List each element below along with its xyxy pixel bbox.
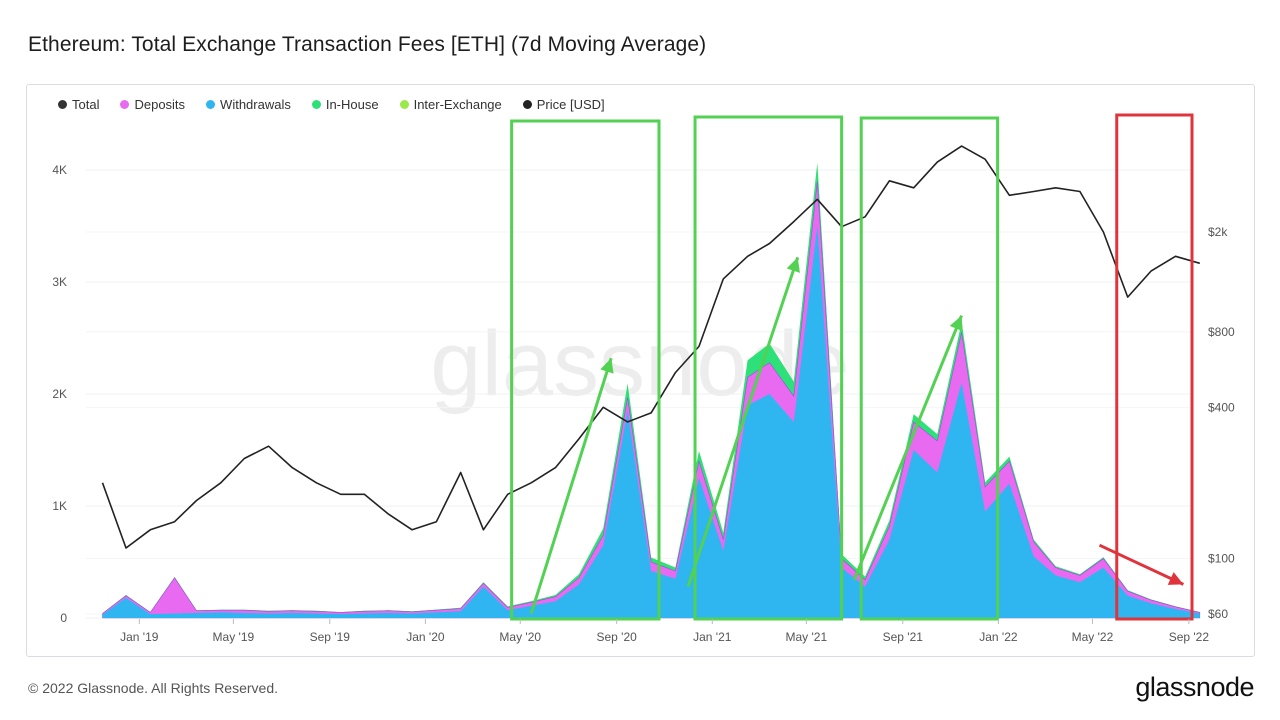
- legend-item-in-house[interactable]: In-House: [311, 97, 379, 112]
- trend-arrow-head-1: [600, 358, 614, 374]
- annotation-box-4: [1115, 113, 1194, 621]
- y-left-tick-label: 1K: [52, 499, 67, 513]
- x-tick-label: Sep '22: [1169, 630, 1210, 644]
- annotation-box-1: [510, 119, 661, 621]
- legend-label-withdrawals: Withdrawals: [220, 97, 291, 112]
- legend-item-inter-exchange[interactable]: Inter-Exchange: [399, 97, 502, 112]
- x-tick-label: Jan '20: [406, 630, 445, 644]
- y-right-tick-label: $60: [1208, 607, 1228, 621]
- legend-dot-total-icon: [58, 100, 67, 109]
- y-left-tick-label: 3K: [52, 275, 67, 289]
- legend-dot-withdrawals-icon: [206, 100, 216, 109]
- legend-dot-inter-exchange-icon: [399, 100, 409, 109]
- legend-item-total[interactable]: Total: [58, 97, 99, 112]
- legend-dot-deposits-icon: [120, 100, 130, 109]
- y-left-tick-label: 0: [60, 611, 67, 625]
- chart-title: Ethereum: Total Exchange Transaction Fee…: [28, 33, 707, 56]
- trend-arrow-head-4: [1167, 572, 1184, 585]
- trend-arrow-head-3: [949, 315, 963, 332]
- y-right-tick-label: $100: [1208, 551, 1235, 565]
- legend-label-deposits: Deposits: [134, 97, 186, 112]
- x-tick-label: May '19: [213, 630, 255, 644]
- y-right-tick-label: $400: [1208, 400, 1235, 414]
- footer-copyright: © 2022 Glassnode. All Rights Reserved.: [28, 680, 279, 696]
- x-tick-label: Sep '21: [883, 630, 924, 644]
- x-tick-label: Jan '21: [693, 630, 732, 644]
- trend-arrow-line-3: [852, 315, 963, 581]
- y-right-ticks: $60 $100 $400 $800 $2k: [1208, 225, 1235, 621]
- x-axis-ticks: Jan '19 May '19 Sep '19 Jan '20 May '20 Sep '…: [120, 619, 1209, 644]
- annotation-box-3: [859, 116, 1000, 621]
- price-line: [101, 145, 1201, 549]
- annotation-layer: [510, 113, 1194, 621]
- chart-legend: Total Deposits Withdrawals In-House Inte…: [58, 97, 626, 112]
- y-left-ticks: 0 1K 2K 3K 4K: [52, 163, 67, 625]
- legend-label-total: Total: [72, 97, 100, 112]
- x-tick-label: Sep '20: [596, 630, 637, 644]
- annotation-box-2: [693, 115, 844, 621]
- area-series: [102, 163, 1201, 619]
- legend-dot-in-house-icon: [311, 100, 321, 109]
- footer-brand-logo[interactable]: glassnode: [1135, 672, 1254, 702]
- legend-item-price[interactable]: Price [USD]: [522, 97, 605, 112]
- x-tick-label: Sep '19: [310, 630, 351, 644]
- price-usd-line: [101, 145, 1201, 549]
- x-tick-label: May '20: [499, 630, 541, 644]
- trend-arrow-line-2: [686, 256, 800, 588]
- x-tick-label: Jan '19: [120, 630, 159, 644]
- legend-item-withdrawals[interactable]: Withdrawals: [206, 97, 291, 112]
- x-tick-label: May '22: [1072, 630, 1114, 644]
- y-right-tick-label: $2k: [1208, 225, 1228, 239]
- legend-item-deposits[interactable]: Deposits: [120, 97, 185, 112]
- legend-label-in-house: In-House: [325, 97, 379, 112]
- y-left-tick-label: 2K: [52, 387, 67, 401]
- x-tick-label: May '21: [786, 630, 828, 644]
- legend-label-inter-exchange: Inter-Exchange: [413, 97, 502, 112]
- trend-arrow-line-4: [1098, 543, 1185, 586]
- y-right-tick-label: $800: [1208, 325, 1235, 339]
- trend-arrow-line-1: [529, 357, 613, 614]
- x-tick-label: Jan '22: [979, 630, 1018, 644]
- legend-label-price: Price [USD]: [536, 97, 605, 112]
- trend-arrow-head-2: [786, 257, 800, 273]
- y-left-tick-label: 4K: [52, 163, 67, 177]
- area-withdrawals: [102, 226, 1200, 618]
- legend-dot-price-icon: [522, 100, 532, 109]
